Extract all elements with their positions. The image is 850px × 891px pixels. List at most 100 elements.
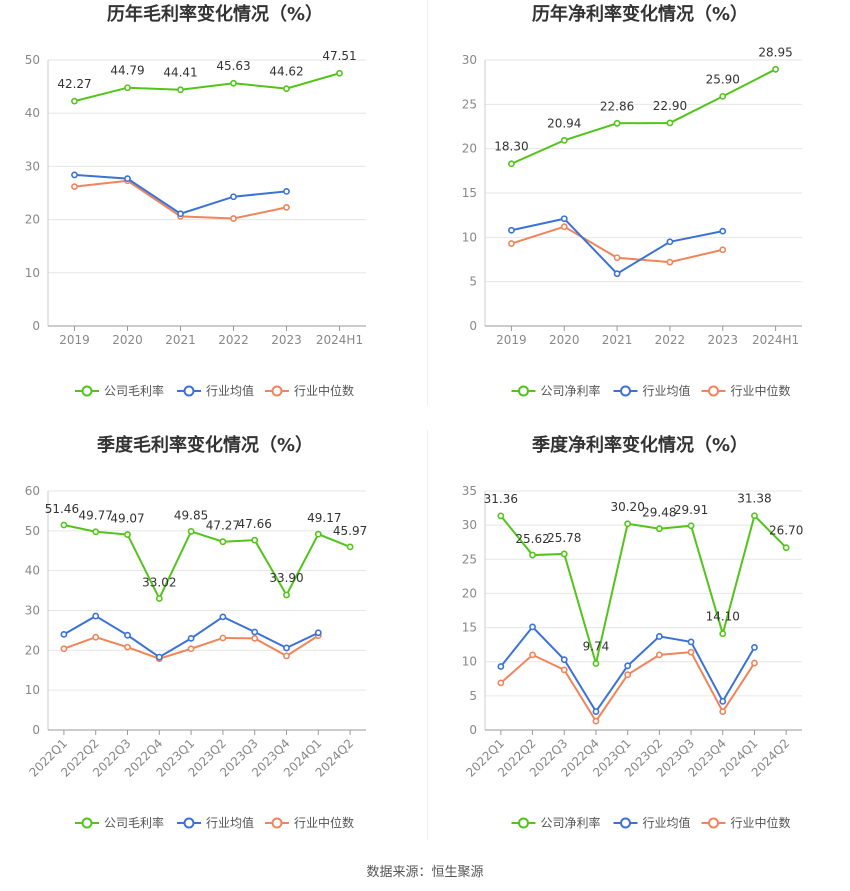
data-point xyxy=(508,160,515,168)
legend-item: 公司净利率 xyxy=(511,815,601,830)
data-label: 49.07 xyxy=(110,512,144,526)
data-point xyxy=(719,227,727,235)
y-tick-label: 10 xyxy=(462,230,477,244)
series-line-company xyxy=(74,72,340,103)
data-label: 29.91 xyxy=(674,503,708,517)
legend-label: 行业中位数 xyxy=(731,383,791,398)
data-point xyxy=(592,660,600,667)
y-tick-label: 10 xyxy=(25,266,40,280)
data-point xyxy=(613,119,621,127)
legend-label: 公司净利率 xyxy=(541,815,601,830)
y-tick-label: 0 xyxy=(469,723,477,737)
data-label: 26.70 xyxy=(769,524,803,538)
data-label: 44.41 xyxy=(163,66,197,80)
data-label: 44.62 xyxy=(269,65,303,79)
data-point xyxy=(71,171,78,179)
data-point xyxy=(560,550,568,558)
y-tick-label: 20 xyxy=(462,142,477,156)
legend-item: 行业中位数 xyxy=(701,815,791,830)
legend-label: 行业均值 xyxy=(643,815,691,830)
chart-title: 季度净利率变化情况（%） xyxy=(532,434,748,456)
data-point xyxy=(624,520,632,528)
data-label: 44.79 xyxy=(110,64,144,78)
data-point xyxy=(60,521,68,529)
data-point xyxy=(283,644,290,652)
data-point xyxy=(613,254,621,262)
y-tick-label: 60 xyxy=(25,484,40,498)
y-tick-label: 50 xyxy=(25,53,40,67)
data-point xyxy=(283,591,290,599)
data-point xyxy=(666,238,674,246)
data-label: 49.85 xyxy=(174,508,208,522)
chart-4: 季度净利率变化情况（%）051015202530352022Q12022Q220… xyxy=(462,434,804,830)
legend-swatch-marker xyxy=(183,817,195,829)
data-point xyxy=(177,210,184,218)
legend-label: 公司毛利率 xyxy=(104,815,164,830)
x-tick-label: 2022 xyxy=(655,333,686,347)
data-label: 18.30 xyxy=(494,140,528,154)
legend-label: 行业中位数 xyxy=(731,815,791,830)
data-label: 22.86 xyxy=(600,99,634,113)
legend-item: 行业中位数 xyxy=(701,383,791,398)
data-point xyxy=(251,628,259,636)
data-point xyxy=(251,536,259,544)
data-point xyxy=(124,531,131,538)
data-point xyxy=(219,538,227,546)
y-tick-label: 5 xyxy=(469,275,477,289)
y-tick-label: 30 xyxy=(462,53,477,67)
legend-item: 行业中位数 xyxy=(265,383,354,398)
x-tick-label: 2023 xyxy=(271,333,302,347)
y-tick-label: 10 xyxy=(462,655,477,669)
data-point xyxy=(529,623,536,631)
legend-item: 公司毛利率 xyxy=(75,815,164,830)
x-tick-label: 2023 xyxy=(707,333,738,347)
data-point xyxy=(219,613,227,621)
data-point xyxy=(283,188,290,195)
data-point xyxy=(655,651,663,659)
data-point xyxy=(251,634,259,642)
data-point xyxy=(719,697,727,705)
data-point xyxy=(655,633,663,640)
data-point xyxy=(497,663,505,670)
data-point xyxy=(529,651,536,659)
data-point xyxy=(60,631,68,638)
data-point xyxy=(751,659,758,667)
data-point xyxy=(71,183,78,191)
data-point xyxy=(124,175,131,183)
legend-swatch-marker xyxy=(271,817,283,829)
data-label: 45.63 xyxy=(216,59,250,73)
data-point xyxy=(592,717,600,725)
x-tick-label: 2019 xyxy=(496,333,527,347)
data-point xyxy=(219,634,227,642)
data-point xyxy=(187,645,195,653)
source-note: 数据来源：恒生聚源 xyxy=(366,865,484,880)
data-point xyxy=(624,662,632,670)
x-tick-label: 2021 xyxy=(165,333,196,347)
legend-swatch-marker xyxy=(620,817,631,829)
data-label: 49.17 xyxy=(307,511,341,525)
data-point xyxy=(92,528,100,536)
data-point xyxy=(71,97,78,105)
data-point xyxy=(560,136,568,144)
data-point xyxy=(719,92,727,100)
y-tick-label: 5 xyxy=(469,689,477,703)
data-label: 25.62 xyxy=(515,532,549,546)
x-tick-label: 2021 xyxy=(602,333,633,347)
data-label: 31.36 xyxy=(484,492,518,506)
data-label: 29.48 xyxy=(642,506,676,520)
data-point xyxy=(560,666,568,674)
data-point xyxy=(782,544,790,552)
legend-label: 行业均值 xyxy=(643,383,691,398)
y-tick-label: 0 xyxy=(32,723,40,737)
data-point xyxy=(336,69,343,77)
data-point xyxy=(230,215,237,222)
data-label: 33.02 xyxy=(142,575,176,589)
x-tick-label: 2024H1 xyxy=(752,333,799,347)
y-tick-label: 35 xyxy=(462,484,477,498)
legend-swatch-marker xyxy=(271,385,283,397)
legend-label: 公司净利率 xyxy=(541,383,601,398)
data-point xyxy=(687,522,695,530)
data-point xyxy=(687,648,695,656)
data-point xyxy=(655,525,663,533)
